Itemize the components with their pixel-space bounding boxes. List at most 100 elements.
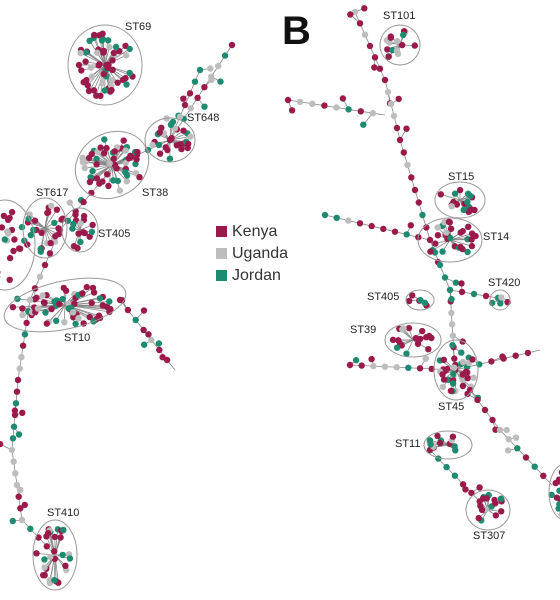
node	[70, 314, 77, 321]
node	[288, 107, 296, 114]
node	[12, 470, 19, 477]
node	[127, 153, 135, 161]
node	[440, 376, 448, 383]
node	[93, 155, 100, 162]
node	[113, 165, 120, 172]
node	[440, 356, 447, 363]
node	[114, 177, 122, 185]
node	[387, 100, 395, 108]
labels: ST69 ST648 ST38 ST617 ST405 ST10 ST410 ST101 ST1…	[36, 10, 520, 542]
node	[11, 411, 19, 419]
node	[556, 487, 560, 494]
node	[456, 186, 464, 194]
node	[18, 516, 26, 524]
edge	[449, 239, 473, 247]
node	[395, 95, 402, 103]
node	[41, 261, 49, 269]
node	[376, 65, 384, 72]
node	[321, 102, 328, 109]
node	[1, 236, 8, 243]
node	[470, 290, 478, 298]
node	[221, 52, 229, 59]
node	[80, 212, 88, 220]
node	[53, 317, 60, 324]
node	[356, 20, 364, 27]
node	[465, 223, 472, 230]
node	[52, 233, 59, 240]
node	[0, 212, 8, 220]
cluster-label: ST405	[98, 228, 130, 240]
edge	[440, 193, 461, 201]
node	[497, 495, 505, 502]
edge	[169, 44, 233, 141]
node	[434, 432, 441, 440]
node	[110, 155, 117, 162]
node	[556, 500, 560, 508]
node	[400, 149, 407, 156]
node	[168, 134, 175, 142]
node	[156, 150, 164, 157]
node	[36, 273, 44, 280]
node	[437, 191, 444, 198]
node	[145, 331, 152, 338]
node	[33, 550, 40, 557]
edge	[87, 64, 106, 86]
node	[15, 493, 22, 500]
node	[500, 355, 507, 362]
node	[407, 222, 414, 229]
node	[450, 370, 457, 377]
legend-swatch	[216, 226, 227, 237]
node	[106, 308, 113, 316]
node	[93, 175, 101, 182]
node	[446, 286, 454, 294]
node	[468, 206, 475, 213]
node	[41, 556, 48, 563]
node	[458, 280, 465, 287]
node	[403, 350, 410, 357]
node	[459, 358, 467, 366]
node	[116, 187, 124, 194]
node	[166, 155, 174, 162]
node	[51, 577, 58, 584]
node	[123, 52, 130, 59]
node	[89, 284, 97, 292]
node	[366, 42, 374, 50]
node	[59, 551, 66, 559]
node	[72, 320, 79, 328]
node	[9, 517, 16, 525]
node	[449, 380, 457, 387]
node	[389, 46, 396, 54]
node	[99, 30, 106, 37]
node	[445, 218, 453, 225]
node	[427, 248, 434, 255]
node	[333, 214, 340, 221]
node	[86, 37, 93, 44]
node	[80, 198, 87, 206]
node	[408, 174, 415, 181]
node	[9, 435, 17, 442]
node	[459, 376, 466, 384]
node	[191, 78, 199, 85]
node	[41, 572, 48, 579]
node	[380, 225, 387, 233]
node	[43, 320, 50, 327]
node	[17, 505, 24, 512]
node	[111, 148, 118, 155]
edge	[44, 209, 58, 229]
node	[86, 178, 94, 186]
node	[6, 254, 14, 262]
node	[531, 463, 538, 470]
node	[27, 525, 34, 532]
node	[444, 365, 451, 373]
node	[215, 62, 222, 70]
node	[77, 238, 84, 246]
node	[18, 223, 26, 231]
node	[88, 228, 96, 236]
node	[470, 374, 477, 381]
node	[39, 292, 46, 299]
cluster-ring	[61, 207, 99, 253]
node	[148, 336, 155, 344]
node	[468, 489, 475, 497]
node	[112, 43, 120, 51]
